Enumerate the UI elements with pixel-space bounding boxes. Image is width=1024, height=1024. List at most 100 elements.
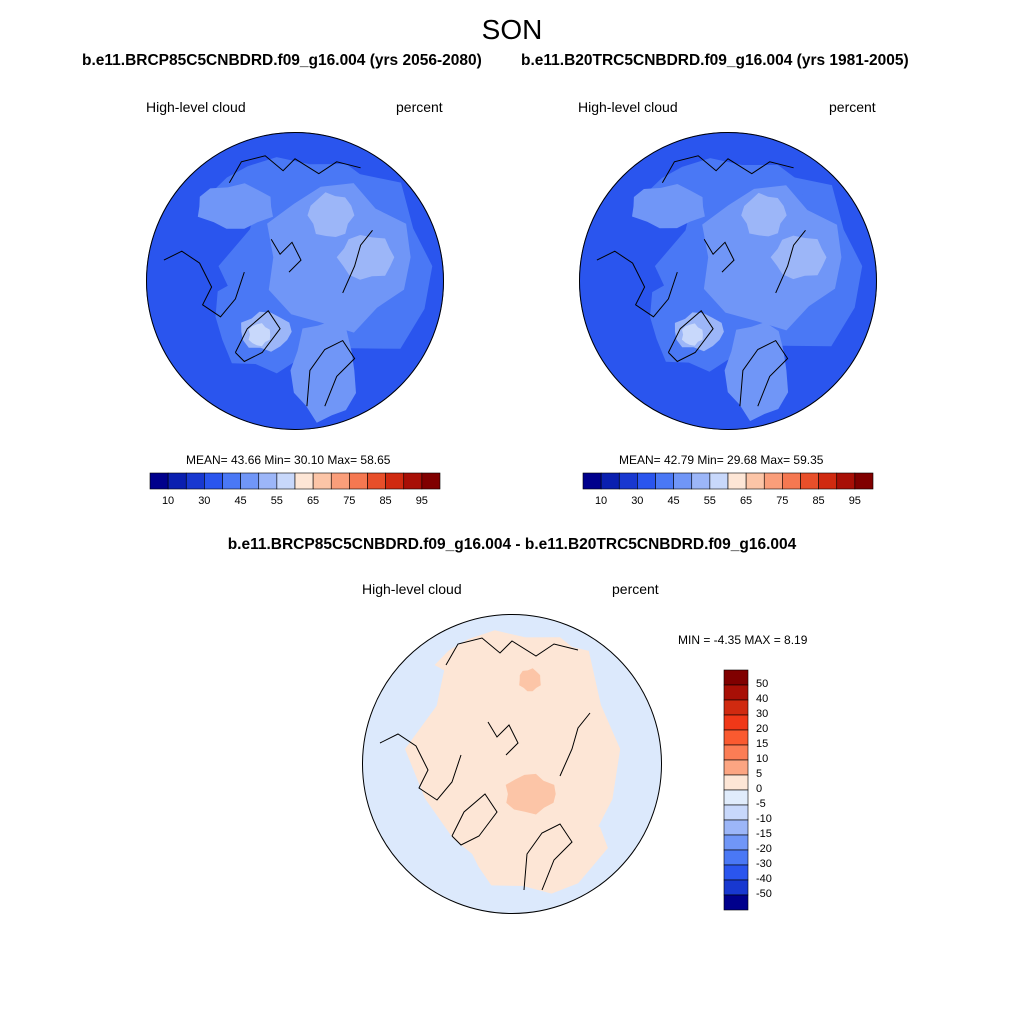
colorbar-tick-label: -40	[756, 873, 772, 885]
colorbar-swatch	[723, 849, 749, 866]
colorbar-tick-label: 75	[776, 495, 789, 507]
panel-1-units: percent	[396, 99, 443, 115]
coastline	[661, 155, 794, 183]
colorbar-tick-label: 85	[379, 495, 392, 507]
colorbar-swatch	[723, 774, 749, 791]
colorbar-tick-label: 30	[198, 495, 211, 507]
colorbar-swatch	[222, 472, 241, 490]
colorbar-swatch	[723, 894, 749, 911]
coastline	[306, 339, 356, 407]
coastline	[667, 310, 714, 363]
colorbar-swatch	[723, 684, 749, 701]
colorbar-swatch	[836, 472, 856, 490]
colorbar-tick-label: 10	[756, 753, 769, 765]
colorbar-swatch	[745, 472, 765, 490]
map-boundary	[146, 132, 444, 430]
difference-header: b.e11.BRCP85C5CNBDRD.f09_g16.004 - b.e11…	[227, 536, 797, 553]
coastline	[739, 339, 789, 407]
colorbar-swatch	[258, 472, 278, 490]
colorbar-tick-label: 95	[848, 495, 861, 507]
colorbar-swatch	[723, 864, 749, 881]
colorbar-tick-label: -30	[756, 858, 772, 870]
colorbar-swatch	[723, 759, 749, 776]
map-contour-region	[681, 323, 703, 346]
colorbar-swatch	[723, 669, 749, 686]
map-contour-region	[307, 192, 355, 237]
colorbar-tick-label: 75	[343, 495, 356, 507]
map-contour-region	[290, 320, 356, 423]
coastline	[596, 250, 678, 318]
colorbar-tick-label: 65	[306, 495, 320, 507]
panel-2-polar-map	[579, 132, 877, 430]
colorbar-tick-label: 10	[161, 495, 175, 507]
colorbar-swatch	[185, 472, 205, 490]
colorbar-tick-label: 85	[812, 495, 825, 507]
colorbar-swatch	[149, 472, 169, 490]
difference-units: percent	[612, 581, 659, 597]
difference-colorbar	[723, 669, 749, 911]
colorbar-swatch	[582, 472, 602, 490]
panel-1-stats: MEAN= 43.66 Min= 30.10 Max= 58.65	[186, 453, 391, 467]
colorbar-swatch	[723, 834, 749, 851]
colorbar-swatch	[637, 472, 656, 490]
difference-stats: MIN = -4.35 MAX = 8.19	[678, 633, 808, 647]
colorbar-swatch	[240, 472, 260, 490]
colorbar-swatch	[367, 472, 386, 490]
coastline	[559, 712, 591, 777]
map-contour-region	[519, 668, 541, 692]
panel-1-colorbar	[149, 472, 441, 490]
colorbar-swatch	[204, 472, 223, 490]
coastline	[451, 793, 498, 846]
season-title: SON	[481, 14, 543, 45]
map-contour-region	[632, 184, 705, 229]
map-contour-region	[469, 801, 608, 894]
colorbar-swatch	[727, 472, 747, 490]
coastline	[523, 823, 573, 891]
coastline	[163, 250, 245, 318]
colorbar-swatch	[600, 472, 620, 490]
colorbar-swatch	[655, 472, 674, 490]
colorbar-tick-label: 55	[270, 495, 283, 507]
colorbar-swatch	[800, 472, 819, 490]
colorbar-swatch	[763, 472, 783, 490]
map-contour-region	[741, 192, 787, 237]
colorbar-tick-label: 45	[234, 495, 247, 507]
colorbar-swatch	[349, 472, 368, 490]
colorbar-swatch	[330, 472, 350, 490]
map-contour-region	[336, 235, 395, 280]
colorbar-tick-label: 30	[631, 495, 644, 507]
colorbar-tick-label: -10	[756, 813, 772, 825]
colorbar-swatch	[723, 804, 749, 821]
colorbar-swatch	[782, 472, 801, 490]
difference-polar-map	[362, 614, 662, 914]
panel-2-header: b.e11.B20TRC5CNBDRD.f09_g16.004 (yrs 198…	[521, 52, 909, 69]
colorbar-swatch	[723, 699, 749, 716]
colorbar-tick-label: -20	[756, 843, 772, 855]
colorbar-tick-label: 50	[756, 678, 769, 690]
colorbar-swatch	[403, 472, 423, 490]
colorbar-tick-label: 15	[756, 738, 769, 750]
colorbar-swatch	[167, 472, 187, 490]
colorbar-swatch	[421, 472, 441, 490]
colorbar-swatch	[723, 789, 749, 806]
colorbar-tick-label: 30	[756, 708, 769, 720]
panel-1-polar-map	[146, 132, 444, 430]
map-boundary	[362, 614, 662, 914]
colorbar-swatch	[709, 472, 729, 490]
colorbar-tick-label: 40	[756, 693, 769, 705]
colorbar-swatch	[294, 472, 314, 490]
colorbar-tick-label: 45	[667, 495, 680, 507]
colorbar-swatch	[673, 472, 693, 490]
colorbar-swatch	[723, 744, 749, 761]
panel-2-units: percent	[829, 99, 876, 115]
colorbar-tick-label: 0	[756, 783, 763, 795]
coastline	[445, 637, 579, 666]
coastline	[234, 310, 281, 363]
colorbar-tick-label: 20	[756, 723, 769, 735]
colorbar-swatch	[312, 472, 332, 490]
panel-2-stats: MEAN= 42.79 Min= 29.68 Max= 59.35	[619, 453, 824, 467]
colorbar-tick-label: 65	[739, 495, 753, 507]
colorbar-swatch	[854, 472, 874, 490]
coastline	[228, 155, 361, 183]
map-boundary	[579, 132, 877, 430]
